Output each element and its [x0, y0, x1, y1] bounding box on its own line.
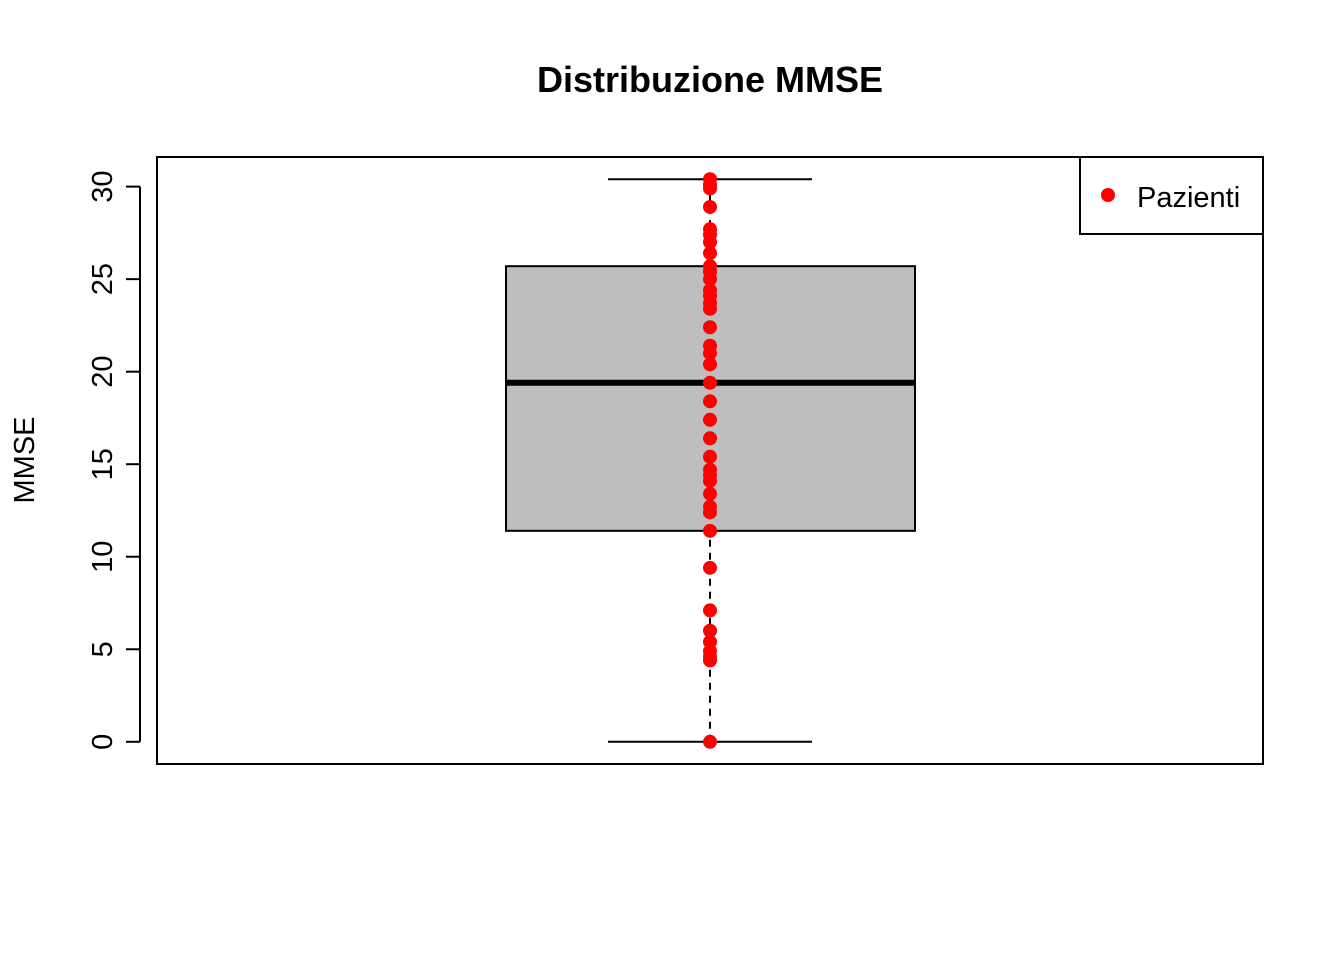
data-point — [703, 734, 717, 749]
y-tick-label: 0 — [87, 734, 119, 750]
y-tick-label: 30 — [87, 170, 119, 202]
data-point — [703, 634, 717, 649]
data-point — [703, 394, 717, 409]
y-tick-label: 25 — [87, 263, 119, 295]
data-point — [703, 246, 717, 261]
data-point — [703, 560, 717, 575]
legend: Pazienti — [1079, 156, 1264, 235]
data-point — [703, 499, 717, 514]
data-point — [703, 199, 717, 214]
data-point — [703, 486, 717, 501]
y-axis: 0 5 10 15 20 25 30 — [87, 170, 141, 750]
data-point — [703, 375, 717, 390]
data-point — [703, 603, 717, 618]
data-point — [703, 449, 717, 464]
data-point — [703, 623, 717, 638]
data-point — [703, 283, 717, 298]
data-point — [703, 222, 717, 237]
chart-title: Distribuzione MMSE — [537, 59, 883, 100]
y-tick-label: 20 — [87, 356, 119, 388]
data-point — [703, 462, 717, 477]
legend-swatch-pazienti — [1101, 188, 1115, 202]
data-point — [703, 259, 717, 274]
data-point — [703, 320, 717, 335]
plot-frame — [156, 156, 1264, 765]
data-point — [703, 412, 717, 427]
y-tick-label: 5 — [87, 641, 119, 657]
y-tick-label: 15 — [87, 448, 119, 480]
data-point — [703, 172, 717, 187]
data-point — [703, 338, 717, 353]
plot-area — [505, 172, 916, 749]
data-point — [703, 357, 717, 372]
legend-label-pazienti: Pazienti — [1137, 182, 1240, 214]
data-point — [703, 523, 717, 538]
y-axis-label: MMSE — [9, 417, 41, 504]
data-point — [703, 431, 717, 446]
y-tick-label: 10 — [87, 541, 119, 573]
